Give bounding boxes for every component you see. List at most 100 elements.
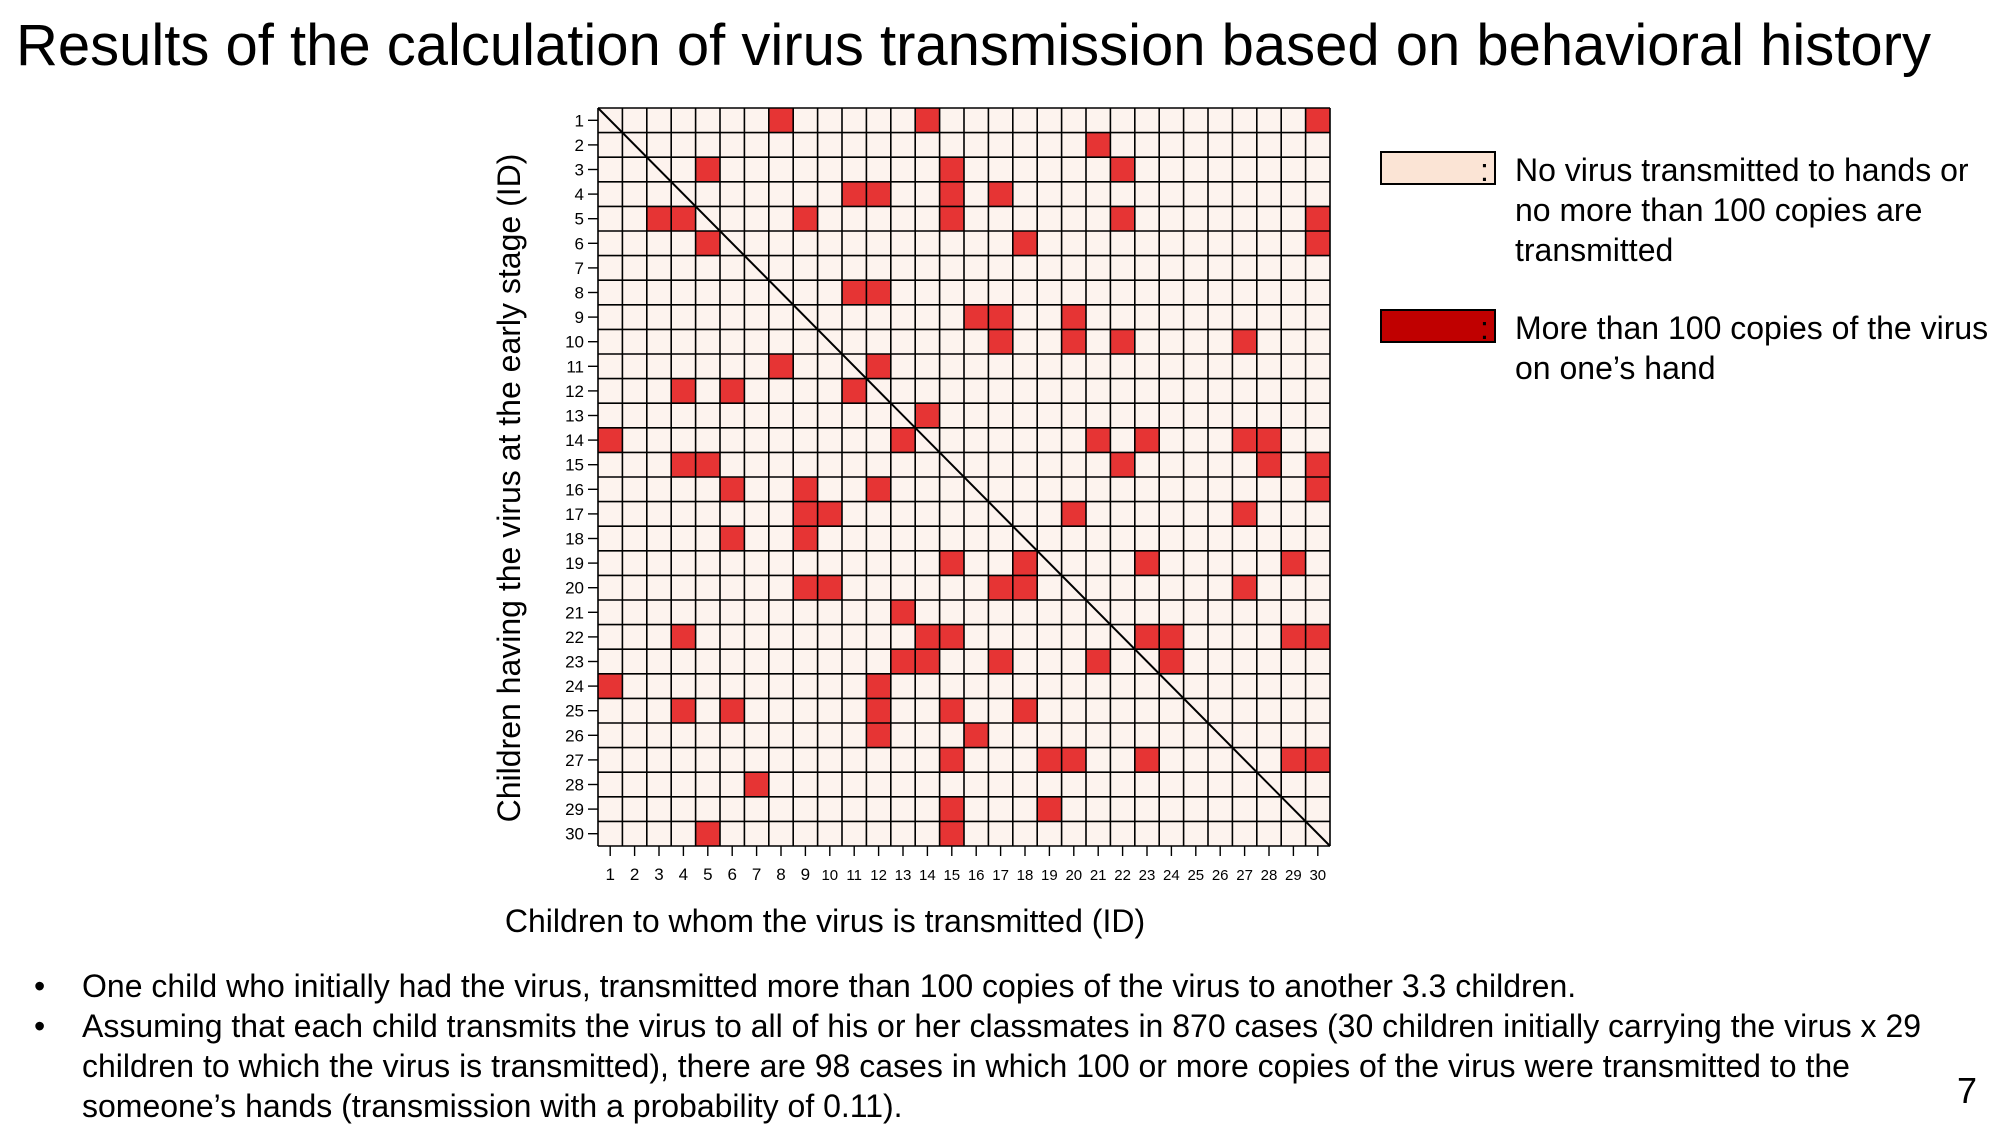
heatmap-cell-high — [720, 698, 745, 723]
y-tick-label: 9 — [575, 308, 584, 327]
y-tick-label: 26 — [565, 726, 584, 745]
heatmap-cell-low — [1061, 231, 1086, 256]
heatmap-cell-high — [598, 673, 623, 699]
heatmap-cell-high — [671, 206, 696, 231]
heatmap-cell-low — [598, 649, 623, 674]
heatmap-cell-low — [598, 280, 623, 305]
heatmap-cell-low — [720, 427, 745, 453]
heatmap-cell-low — [1159, 231, 1184, 256]
heatmap-cell-low — [842, 231, 867, 256]
heatmap-cell-low — [646, 329, 672, 354]
heatmap-cell-low — [1281, 673, 1306, 699]
heatmap-cell-low — [988, 526, 1013, 551]
heatmap-cell-low — [939, 132, 964, 158]
heatmap-cell-low — [1305, 304, 1330, 330]
heatmap-cell-low — [1305, 329, 1330, 354]
heatmap-cell-low — [842, 157, 867, 182]
heatmap-cell-low — [1037, 206, 1062, 231]
heatmap-cell-low — [890, 477, 916, 502]
heatmap-cell-low — [1012, 624, 1038, 650]
heatmap-cell-low — [1208, 575, 1233, 600]
heatmap-cell-low — [866, 304, 891, 330]
heatmap-cell-low — [1232, 821, 1257, 846]
heatmap-cell-low — [793, 231, 818, 256]
x-tick-label: 5 — [703, 865, 712, 884]
heatmap-cell-low — [598, 600, 623, 625]
heatmap-cell-high — [671, 378, 696, 404]
heatmap-cell-low — [866, 550, 891, 576]
heatmap-cell-low — [817, 723, 842, 748]
heatmap-cell-low — [695, 378, 720, 404]
heatmap-cell-low — [1037, 452, 1062, 477]
heatmap-cell-low — [1208, 747, 1233, 773]
heatmap-cell-high — [1134, 747, 1160, 773]
heatmap-cell-high — [1305, 231, 1330, 256]
heatmap-cell-low — [622, 329, 647, 354]
heatmap-cell-low — [1183, 550, 1208, 576]
heatmap-cell-low — [1281, 772, 1306, 797]
heatmap-cell-low — [1232, 132, 1257, 158]
heatmap-cell-low — [988, 132, 1013, 158]
heatmap-cell-low — [1183, 403, 1208, 428]
heatmap-cell-low — [671, 600, 696, 625]
heatmap-cell-high — [964, 723, 989, 748]
heatmap-cell-low — [1256, 673, 1282, 699]
heatmap-cell-low — [1086, 501, 1111, 527]
heatmap-cell-low — [720, 501, 745, 527]
heatmap-cell-high — [890, 649, 916, 674]
heatmap-cell-low — [1037, 501, 1062, 527]
heatmap-cell-low — [793, 403, 818, 428]
heatmap-cell-high — [1281, 747, 1306, 773]
heatmap-cell-low — [1134, 452, 1160, 477]
heatmap-cell-low — [598, 181, 623, 207]
heatmap-cell-low — [1134, 477, 1160, 502]
y-tick-label: 18 — [565, 530, 584, 549]
heatmap-cell-low — [1086, 255, 1111, 281]
heatmap-cell-high — [939, 747, 964, 773]
heatmap-cell-low — [890, 772, 916, 797]
heatmap-cell-low — [1037, 821, 1062, 846]
heatmap-cell-low — [964, 747, 989, 773]
x-tick-label: 30 — [1309, 867, 1326, 884]
heatmap-cell-low — [622, 477, 647, 502]
x-tick-label: 23 — [1139, 867, 1156, 884]
heatmap-cell-low — [1037, 157, 1062, 182]
heatmap-cell-low — [1134, 255, 1160, 281]
heatmap-cell-low — [1110, 280, 1135, 305]
heatmap-cell-low — [646, 747, 672, 773]
heatmap-cell-low — [1110, 723, 1135, 748]
heatmap-cell-low — [842, 624, 867, 650]
heatmap-cell-high — [817, 575, 842, 600]
heatmap-cell-low — [1037, 624, 1062, 650]
heatmap-cell-low — [1183, 132, 1208, 158]
heatmap-cell-low — [964, 796, 989, 822]
heatmap-cell-high — [646, 206, 672, 231]
heatmap-cell-low — [1159, 501, 1184, 527]
heatmap-cell-low — [964, 673, 989, 699]
heatmap-cell-low — [671, 747, 696, 773]
heatmap-cell-low — [793, 772, 818, 797]
heatmap-cell-low — [1134, 673, 1160, 699]
heatmap-cell-low — [1281, 477, 1306, 502]
x-tick-label: 19 — [1041, 867, 1058, 884]
heatmap-cell-high — [1305, 747, 1330, 773]
heatmap-cell-low — [1159, 280, 1184, 305]
heatmap-cell-high — [793, 206, 818, 231]
heatmap-cell-low — [598, 304, 623, 330]
heatmap-cell-high — [939, 550, 964, 576]
heatmap-cell-low — [1256, 550, 1282, 576]
heatmap-cell-low — [1110, 181, 1135, 207]
heatmap-cell-low — [695, 501, 720, 527]
heatmap-cell-low — [744, 452, 769, 477]
x-tick-label: 21 — [1090, 867, 1107, 884]
heatmap-cell-low — [1281, 575, 1306, 600]
heatmap-cell-low — [1183, 378, 1208, 404]
heatmap-cell-low — [1159, 575, 1184, 600]
heatmap-cell-high — [890, 427, 916, 453]
heatmap-cell-low — [744, 378, 769, 404]
heatmap-cell-high — [1037, 796, 1062, 822]
heatmap-cell-low — [768, 821, 794, 846]
heatmap-cell-low — [598, 206, 623, 231]
heatmap-cell-low — [1183, 181, 1208, 207]
